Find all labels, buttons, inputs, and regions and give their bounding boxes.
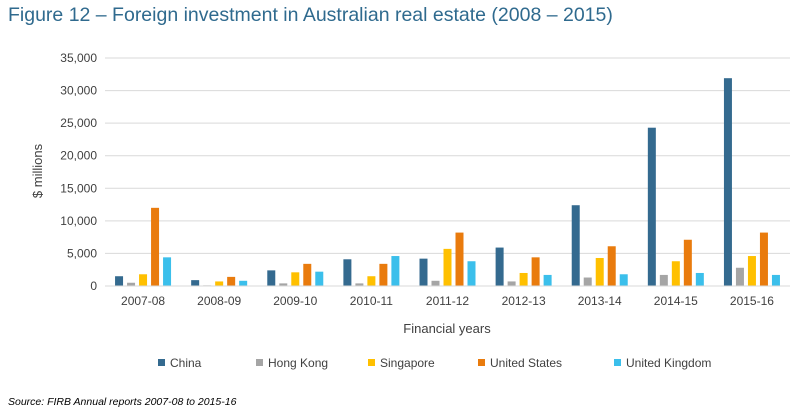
bar-united-states <box>759 232 768 286</box>
bar-china <box>419 258 428 286</box>
bar-united-kingdom <box>543 274 552 286</box>
bar-singapore <box>367 276 376 286</box>
bar-hong-kong <box>127 282 136 286</box>
legend-label: Hong Kong <box>268 356 328 370</box>
y-tick-label: 0 <box>90 279 97 293</box>
legend-label: Singapore <box>380 356 435 370</box>
bar-united-kingdom <box>163 257 172 286</box>
bar-china <box>191 280 200 286</box>
bar-singapore <box>139 274 148 286</box>
legend: China Hong Kong Singapore United States Unit… <box>158 356 711 370</box>
bar-hong-kong <box>735 267 744 286</box>
y-tick-label: 15,000 <box>60 181 97 195</box>
bar-singapore <box>747 256 756 286</box>
x-tick-label: 2015-16 <box>730 294 774 308</box>
x-tick-label: 2011-12 <box>426 294 469 308</box>
x-tick-label: 2008-09 <box>197 294 241 308</box>
bar-united-kingdom <box>239 280 248 286</box>
bar-united-kingdom <box>391 256 400 286</box>
bar-hong-kong <box>583 277 592 286</box>
bar-united-states <box>531 257 540 286</box>
chart-title: Figure 12 – Foreign investment in Austra… <box>8 4 613 26</box>
y-tick-label: 5,000 <box>67 246 97 260</box>
bar-singapore <box>671 261 680 286</box>
x-tick-label: 2013-14 <box>578 294 622 308</box>
bar-singapore <box>215 281 224 286</box>
bar-united-states <box>151 207 160 286</box>
legend-item: United States <box>478 356 562 370</box>
bar-hong-kong <box>507 281 516 286</box>
x-tick-label: 2012-13 <box>502 294 546 308</box>
legend-label: China <box>170 356 202 370</box>
legend-item: China <box>158 356 202 370</box>
y-axis-label: $ millions <box>30 143 45 198</box>
x-axis-label: Financial years <box>403 321 491 336</box>
legend-item: Hong Kong <box>256 356 328 370</box>
gridlines <box>105 57 790 254</box>
legend-label: United Kingdom <box>626 356 711 370</box>
bar-united-kingdom <box>771 274 780 286</box>
x-tick-label: 2009-10 <box>273 294 317 308</box>
y-tick-label: 25,000 <box>60 116 97 130</box>
bar-united-kingdom <box>695 272 704 286</box>
legend-swatch <box>368 359 375 366</box>
bar-china <box>723 78 732 287</box>
legend-label: United States <box>490 356 562 370</box>
legend-item: Singapore <box>368 356 435 370</box>
legend-swatch <box>478 359 485 366</box>
bar-united-states <box>683 239 692 286</box>
bar-united-kingdom <box>467 261 476 286</box>
bar-chart: 0 5,000 10,000 15,000 20,000 25,000 30,000 35,0… <box>30 51 790 370</box>
source-note: Source: FIRB Annual reports 2007-08 to 2… <box>8 396 237 408</box>
bar-hong-kong <box>431 280 440 286</box>
bar-china <box>495 247 504 286</box>
legend-item: United Kingdom <box>614 356 711 370</box>
bar-hong-kong <box>659 274 668 286</box>
legend-swatch <box>256 359 263 366</box>
bar-singapore <box>519 272 528 286</box>
bar-singapore <box>443 248 452 286</box>
y-tick-label: 35,000 <box>60 51 97 65</box>
x-axis-ticks: 2007-08 2008-09 2009-10 2010-11 2011-12 2012-… <box>121 294 774 308</box>
bar-china <box>571 205 580 286</box>
bar-china <box>647 127 656 287</box>
bar-united-states <box>303 263 312 286</box>
y-axis-ticks: 0 5,000 10,000 15,000 20,000 25,000 30,000 35,0… <box>60 51 97 293</box>
x-tick-label: 2010-11 <box>350 294 393 308</box>
legend-swatch <box>158 359 165 366</box>
bar-hong-kong <box>355 283 364 286</box>
bars <box>115 78 780 287</box>
bar-china <box>343 259 352 286</box>
y-tick-label: 10,000 <box>60 214 97 228</box>
legend-swatch <box>614 359 621 366</box>
bar-singapore <box>291 272 300 286</box>
x-tick-label: 2014-15 <box>654 294 698 308</box>
bar-united-states <box>607 246 616 286</box>
x-tick-label: 2007-08 <box>121 294 165 308</box>
bar-united-kingdom <box>619 274 628 286</box>
bar-china <box>267 270 276 286</box>
y-tick-label: 30,000 <box>60 84 97 98</box>
bar-united-states <box>455 232 464 286</box>
bar-united-states <box>227 276 236 286</box>
bar-hong-kong <box>279 283 288 286</box>
bar-china <box>115 276 124 286</box>
bar-united-states <box>379 263 388 286</box>
bar-united-kingdom <box>315 271 324 286</box>
bar-singapore <box>595 257 604 286</box>
y-tick-label: 20,000 <box>60 149 97 163</box>
